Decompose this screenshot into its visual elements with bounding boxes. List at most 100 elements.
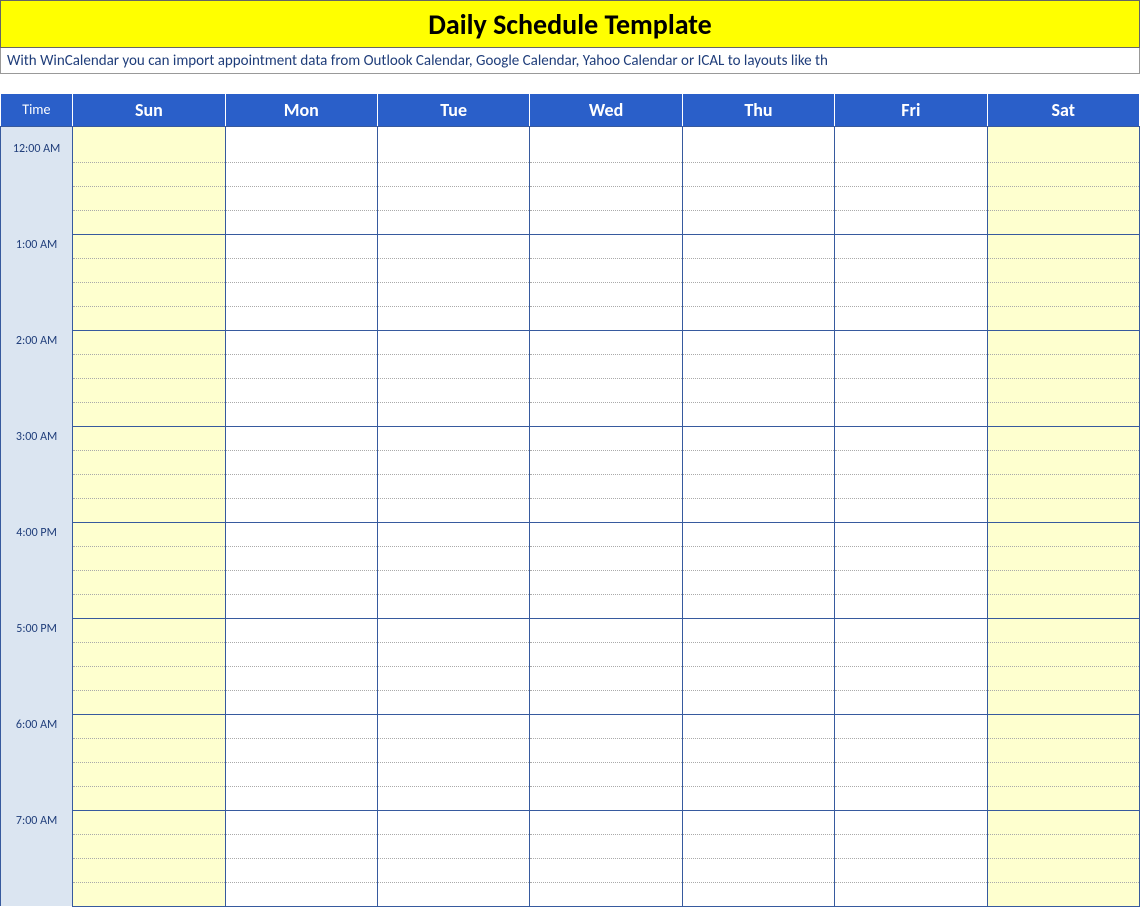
schedule-cell[interactable] [987,498,1139,522]
schedule-cell[interactable] [682,762,834,786]
schedule-cell[interactable] [377,618,529,642]
schedule-cell[interactable] [835,474,987,498]
schedule-cell[interactable] [377,594,529,618]
schedule-cell[interactable] [835,762,987,786]
schedule-cell[interactable] [530,234,682,258]
schedule-cell[interactable] [835,258,987,282]
schedule-cell[interactable] [225,522,377,546]
gap-cell-sat[interactable] [987,126,1139,138]
schedule-cell[interactable] [225,810,377,834]
schedule-cell[interactable] [835,810,987,834]
schedule-cell[interactable] [530,498,682,522]
schedule-cell[interactable] [73,258,225,282]
schedule-cell[interactable] [682,378,834,402]
schedule-cell[interactable] [73,234,225,258]
schedule-cell[interactable] [835,234,987,258]
schedule-cell[interactable] [530,450,682,474]
schedule-cell[interactable] [73,306,225,330]
schedule-cell[interactable] [377,570,529,594]
gap-cell-fri[interactable] [835,126,987,138]
schedule-cell[interactable] [73,450,225,474]
schedule-cell[interactable] [225,570,377,594]
schedule-cell[interactable] [73,714,225,738]
schedule-cell[interactable] [73,786,225,810]
schedule-cell[interactable] [73,210,225,234]
schedule-cell[interactable] [225,714,377,738]
schedule-cell[interactable] [530,330,682,354]
schedule-cell[interactable] [225,450,377,474]
schedule-cell[interactable] [530,738,682,762]
schedule-cell[interactable] [835,690,987,714]
schedule-cell[interactable] [73,594,225,618]
gap-cell-wed[interactable] [530,126,682,138]
schedule-cell[interactable] [530,858,682,882]
schedule-cell[interactable] [377,258,529,282]
schedule-cell[interactable] [377,354,529,378]
schedule-cell[interactable] [73,762,225,786]
schedule-cell[interactable] [73,834,225,858]
schedule-cell[interactable] [377,234,529,258]
schedule-cell[interactable] [225,354,377,378]
schedule-cell[interactable] [835,330,987,354]
schedule-cell[interactable] [530,138,682,162]
schedule-cell[interactable] [73,738,225,762]
schedule-cell[interactable] [987,306,1139,330]
schedule-cell[interactable] [73,474,225,498]
schedule-cell[interactable] [530,882,682,906]
schedule-cell[interactable] [987,642,1139,666]
schedule-cell[interactable] [987,210,1139,234]
schedule-cell[interactable] [682,138,834,162]
schedule-cell[interactable] [225,162,377,186]
schedule-cell[interactable] [225,618,377,642]
schedule-cell[interactable] [987,882,1139,906]
schedule-cell[interactable] [225,330,377,354]
schedule-cell[interactable] [225,642,377,666]
gap-cell-tue[interactable] [377,126,529,138]
schedule-cell[interactable] [530,762,682,786]
schedule-cell[interactable] [377,786,529,810]
schedule-cell[interactable] [835,306,987,330]
schedule-cell[interactable] [73,522,225,546]
gap-cell-thu[interactable] [682,126,834,138]
schedule-cell[interactable] [73,546,225,570]
schedule-cell[interactable] [530,642,682,666]
schedule-cell[interactable] [835,666,987,690]
schedule-cell[interactable] [377,546,529,570]
schedule-cell[interactable] [987,354,1139,378]
schedule-cell[interactable] [987,186,1139,210]
schedule-cell[interactable] [682,642,834,666]
schedule-cell[interactable] [73,690,225,714]
schedule-cell[interactable] [682,234,834,258]
schedule-cell[interactable] [377,738,529,762]
schedule-cell[interactable] [835,570,987,594]
schedule-cell[interactable] [682,786,834,810]
schedule-cell[interactable] [682,474,834,498]
schedule-cell[interactable] [530,618,682,642]
schedule-cell[interactable] [682,690,834,714]
schedule-cell[interactable] [530,714,682,738]
schedule-cell[interactable] [225,426,377,450]
schedule-cell[interactable] [73,618,225,642]
schedule-cell[interactable] [530,306,682,330]
schedule-cell[interactable] [377,210,529,234]
schedule-cell[interactable] [225,210,377,234]
schedule-cell[interactable] [225,258,377,282]
schedule-cell[interactable] [682,186,834,210]
gap-cell-sun[interactable] [73,126,225,138]
schedule-cell[interactable] [682,738,834,762]
schedule-cell[interactable] [225,498,377,522]
schedule-cell[interactable] [682,714,834,738]
schedule-cell[interactable] [225,882,377,906]
schedule-cell[interactable] [835,162,987,186]
schedule-cell[interactable] [987,426,1139,450]
schedule-cell[interactable] [225,378,377,402]
schedule-cell[interactable] [682,522,834,546]
schedule-cell[interactable] [987,786,1139,810]
schedule-cell[interactable] [682,810,834,834]
schedule-cell[interactable] [377,714,529,738]
schedule-cell[interactable] [73,666,225,690]
schedule-cell[interactable] [835,498,987,522]
schedule-cell[interactable] [987,450,1139,474]
schedule-cell[interactable] [530,546,682,570]
schedule-cell[interactable] [225,402,377,426]
